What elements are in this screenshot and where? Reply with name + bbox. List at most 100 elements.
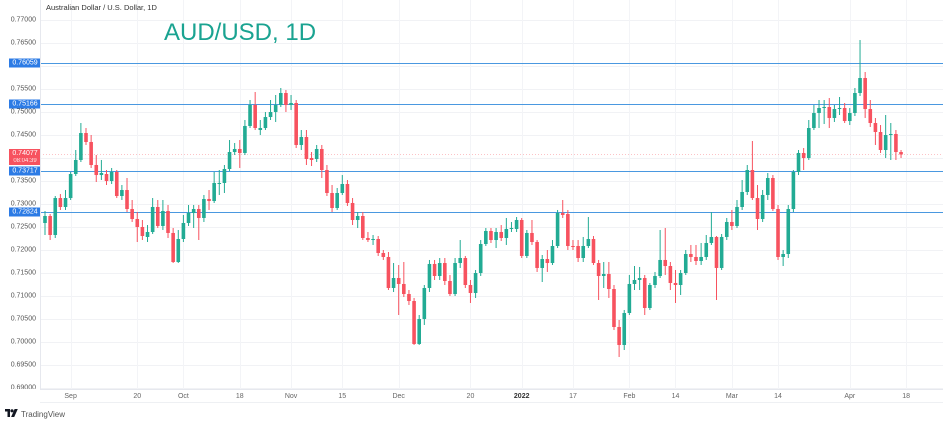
level-price-label[interactable]: 0.72824 xyxy=(9,207,40,217)
candle-up xyxy=(888,133,893,136)
candle-up xyxy=(601,274,606,276)
candle-up xyxy=(191,209,196,214)
candle-up xyxy=(858,78,862,94)
candle-down xyxy=(284,93,288,106)
candle-down xyxy=(771,178,775,210)
candle-down xyxy=(730,221,734,226)
time-tick-label: 17 xyxy=(569,393,577,400)
candle-down xyxy=(412,301,416,344)
candle-down xyxy=(325,170,329,194)
candle-up xyxy=(760,194,765,219)
candle-down xyxy=(330,193,334,209)
candle-down xyxy=(366,237,370,241)
candle-up xyxy=(79,133,83,160)
price-tick-label: 0.70500 xyxy=(10,315,36,323)
candle-up xyxy=(289,102,293,106)
candle-down xyxy=(801,152,806,159)
candle-up xyxy=(181,222,186,240)
price-axis[interactable]: 0.77000 0.76500 0.75500 0.75000 0.74500 0.735… xyxy=(0,0,41,389)
level-price-label[interactable]: 0.75166 xyxy=(9,99,40,109)
last-price-value: 0.74077 xyxy=(12,150,38,158)
candle-down xyxy=(135,218,140,227)
candle-up xyxy=(683,253,688,273)
candle-up xyxy=(453,263,457,295)
candle-down xyxy=(402,283,406,295)
candle-up xyxy=(704,243,709,257)
last-price-label: 0.74077 08:04:39 xyxy=(9,149,40,166)
candle-up xyxy=(796,152,801,172)
candle-up xyxy=(740,191,744,207)
time-tick-label: Nov xyxy=(284,393,298,400)
candle-up xyxy=(504,228,509,238)
candle-down xyxy=(612,289,616,327)
candle-down xyxy=(571,245,575,248)
candle-up xyxy=(335,193,339,209)
candle-down xyxy=(309,158,314,160)
candle-down xyxy=(58,198,63,207)
price-tick-label: 0.71500 xyxy=(10,269,36,277)
candle-down xyxy=(842,108,847,122)
candle-down xyxy=(878,132,883,150)
candle-up xyxy=(509,228,514,230)
candle-up xyxy=(581,245,586,258)
candle-down xyxy=(125,190,129,210)
candle-up xyxy=(145,232,150,237)
candle-up xyxy=(299,136,304,145)
candle-down xyxy=(535,241,539,268)
candle-down xyxy=(361,216,365,238)
price-tick-label: 0.75000 xyxy=(10,108,36,116)
candle-down xyxy=(407,294,411,302)
candle-down xyxy=(253,105,257,129)
candle-up xyxy=(765,178,770,195)
candle-down xyxy=(755,198,760,219)
time-axis[interactable]: Sep 20 Oct 18 Nov 15 Dec 20 2022 17 Feb 14 Mar 14 Apr 1… xyxy=(40,389,943,403)
candle-up xyxy=(340,183,345,194)
candle-down xyxy=(899,152,903,155)
candle-down xyxy=(873,122,878,133)
level-price-label[interactable]: 0.73717 xyxy=(9,166,40,176)
candle-up xyxy=(678,272,683,285)
candle-up xyxy=(186,213,191,223)
price-tick-label: 0.73500 xyxy=(10,177,36,185)
candle-up xyxy=(212,182,216,202)
time-tick-label: Apr xyxy=(844,393,856,400)
price-tick-label: 0.70000 xyxy=(10,338,36,346)
candle-up xyxy=(109,171,114,181)
candle-up xyxy=(648,284,652,308)
tradingview-logo-icon xyxy=(5,409,18,419)
candle-down xyxy=(94,164,99,176)
candle-up xyxy=(514,220,519,229)
candle-up xyxy=(525,232,529,256)
candle-down xyxy=(376,239,380,253)
level-price-label[interactable]: 0.76059 xyxy=(9,58,40,68)
candle-down xyxy=(345,183,350,203)
candle-up xyxy=(653,275,657,285)
candle-up xyxy=(540,259,545,268)
candle-up xyxy=(422,287,427,319)
candle-up xyxy=(227,152,232,169)
candle-up xyxy=(832,109,837,118)
time-tick-label: Sep xyxy=(64,393,77,400)
candle-down xyxy=(560,213,565,215)
candle-down xyxy=(596,263,601,276)
tradingview-brand[interactable]: TradingView xyxy=(5,409,65,419)
candle-down xyxy=(155,206,160,226)
candle-up xyxy=(417,318,421,344)
candle-up xyxy=(150,206,155,233)
price-tick-label: 0.76500 xyxy=(10,39,36,47)
candle-down xyxy=(566,213,570,246)
candle-up xyxy=(371,239,375,241)
candle-down xyxy=(530,232,534,242)
price-tick-label: 0.69000 xyxy=(10,384,36,389)
chart-overlay-title: AUD/USD, 1D xyxy=(164,19,317,46)
candle-up xyxy=(391,278,396,288)
candle-down xyxy=(104,174,109,181)
candle-down xyxy=(140,226,145,237)
candle-down xyxy=(827,106,832,118)
candle-down xyxy=(714,236,719,268)
price-tick-label: 0.72000 xyxy=(10,246,36,254)
candle-down xyxy=(130,209,134,219)
brand-label: TradingView xyxy=(21,409,66,419)
candle-up xyxy=(355,216,360,221)
